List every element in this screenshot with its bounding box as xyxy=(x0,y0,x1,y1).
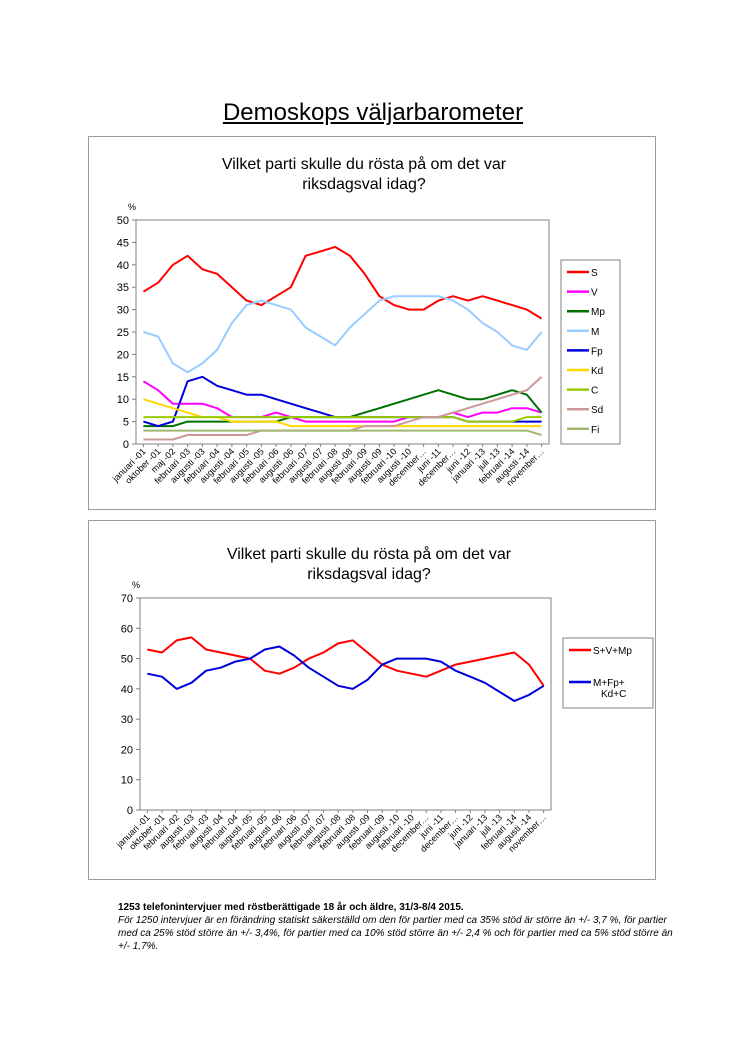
chart-1-legend-label-v: V xyxy=(591,288,598,299)
chart-1-series-m xyxy=(143,295,543,374)
chart-1-series-fi xyxy=(143,429,542,436)
chart-1-y-tick-label: 30 xyxy=(117,305,129,317)
chart-1-legend-label-s: S xyxy=(591,268,598,279)
chart-1-series-c xyxy=(143,416,542,423)
footnote-bold: 1253 telefonintervjuer med röstberättiga… xyxy=(118,902,464,913)
chart-2-y-tick-label: 0 xyxy=(127,805,133,817)
chart-2-legend-label-s-v-mp: S+V+Mp xyxy=(593,646,632,657)
chart-1-legend-label-mp: Mp xyxy=(591,307,605,318)
chart-2-y-tick-label: 40 xyxy=(121,684,133,696)
chart-2-y-tick-label: 60 xyxy=(121,623,133,635)
chart-2-y-tick-label: 30 xyxy=(121,714,133,726)
party-support-chart: Vilket parti skulle du rösta på om det v… xyxy=(110,155,621,488)
chart-1-y-tick-label: 25 xyxy=(117,327,129,339)
chart-1-series-v xyxy=(142,380,542,423)
chart-1-y-tick-label: 0 xyxy=(123,439,129,451)
chart-2-title-line: Vilket parti skulle du rösta på om det v… xyxy=(227,545,512,563)
chart-2-frame: Vilket parti skulle du rösta på om det v… xyxy=(88,520,656,880)
chart-1-y-tick-label: 10 xyxy=(117,394,129,406)
chart-1-legend-label-m: M xyxy=(591,327,599,338)
chart-2-y-tick-label: 10 xyxy=(121,775,133,787)
chart-1-y-tick-label: 40 xyxy=(117,260,129,272)
chart-1-legend-label-sd: Sd xyxy=(591,405,603,416)
chart-1-legend-label-c: C xyxy=(591,386,598,397)
chart-1-frame: Vilket parti skulle du rösta på om det v… xyxy=(88,136,656,510)
chart-1-y-axis-label: % xyxy=(128,202,136,212)
chart-1-y-tick-label: 20 xyxy=(117,349,129,361)
chart-2-plot-area xyxy=(139,597,552,811)
chart-2-legend-label-m-fp-kd-c: M+Fp+ Kd+C xyxy=(593,678,626,700)
chart-1-title-line: riksdagsval idag? xyxy=(302,176,426,193)
chart-2-series-m-fp-kd-c xyxy=(147,645,545,702)
chart-1-title-line: Vilket parti skulle du rösta på om det v… xyxy=(222,155,507,173)
chart-2-title-line: riksdagsval idag? xyxy=(307,566,431,583)
chart-1-plot-area xyxy=(135,219,550,445)
chart-1-y-tick-label: 35 xyxy=(117,282,129,294)
chart-1-y-tick-label: 45 xyxy=(117,237,129,249)
chart-2-y-tick-label: 50 xyxy=(121,654,133,666)
footnote-italic: För 1250 intervjuer är en förändring sta… xyxy=(118,915,673,952)
chart-1-series-fp xyxy=(143,375,542,428)
chart-1-legend-label-fp: Fp xyxy=(591,346,603,357)
chart-1-legend-label-fi: Fi xyxy=(591,425,599,436)
chart-1-y-tick-label: 5 xyxy=(123,417,129,429)
bloc-support-chart: Vilket parti skulle du rösta på om det v… xyxy=(114,545,654,854)
chart-2-y-axis-label: % xyxy=(132,580,140,590)
footnote: 1253 telefonintervjuer med röstberättiga… xyxy=(118,901,678,953)
chart-1-y-tick-label: 15 xyxy=(117,372,129,384)
page-title: Demoskops väljarbarometer xyxy=(222,99,524,126)
chart-2-y-tick-label: 70 xyxy=(121,593,133,605)
chart-1-legend-label-kd: Kd xyxy=(591,366,603,377)
chart-2-series-s-v-mp xyxy=(147,636,545,687)
chart-1-series-s xyxy=(142,245,543,320)
chart-2-y-tick-label: 20 xyxy=(121,744,133,756)
chart-1-y-tick-label: 50 xyxy=(117,215,129,227)
